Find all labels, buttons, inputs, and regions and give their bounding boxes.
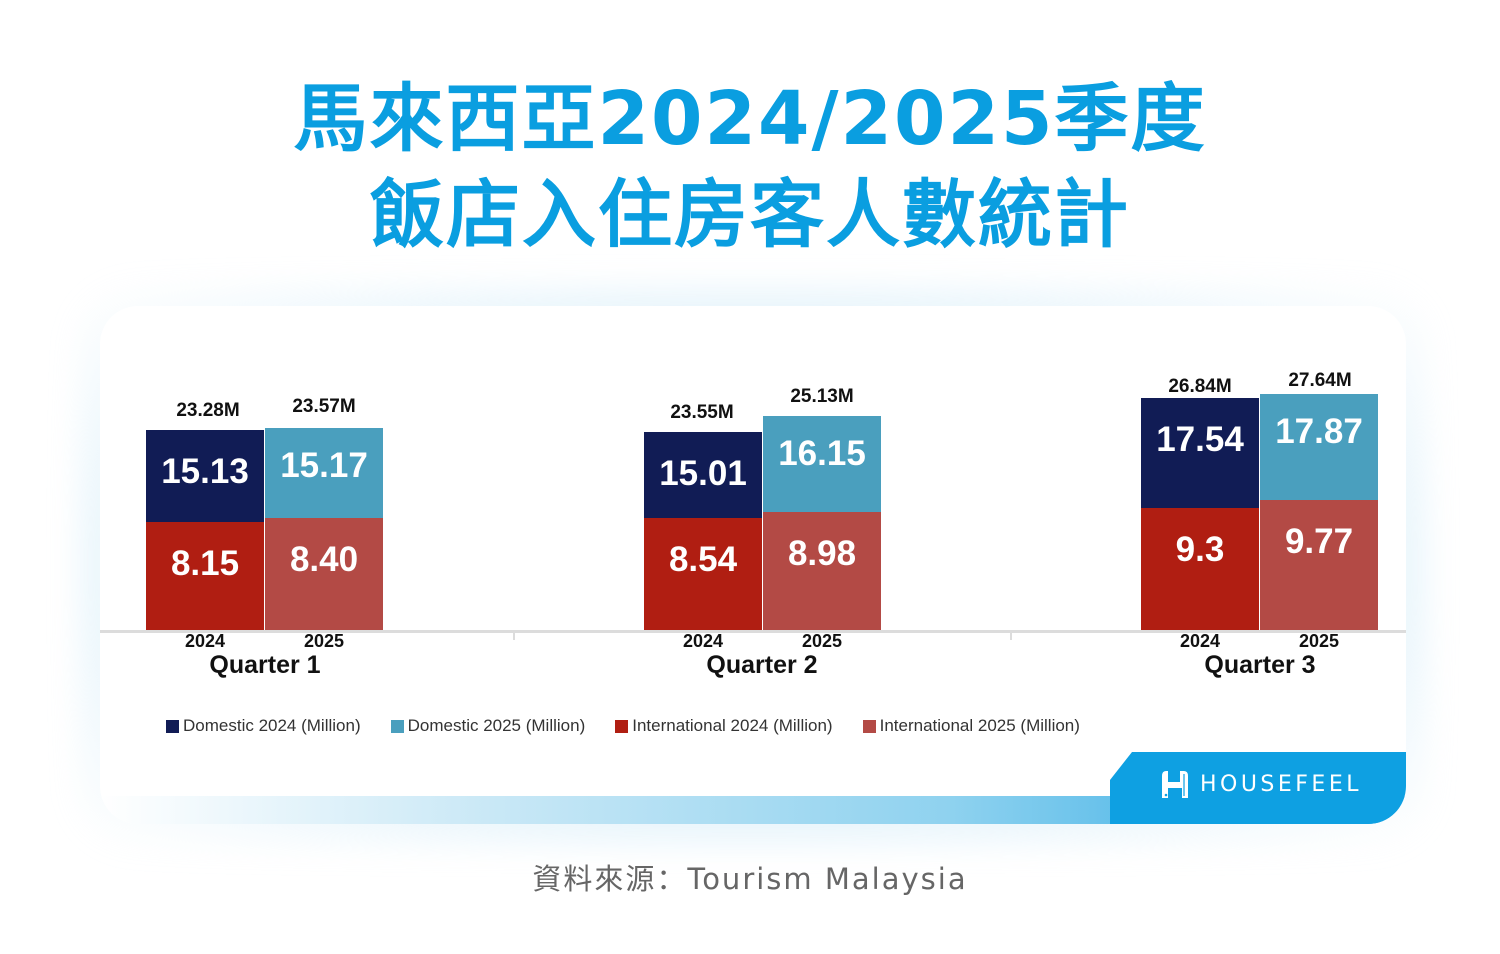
segment-international-2025: 8.40 <box>265 518 383 630</box>
quarter-label: Quarter 2 <box>706 651 818 679</box>
brand-tab <box>1110 752 1406 824</box>
legend-swatch <box>615 719 629 733</box>
brand-name: HOUSEFEEL <box>1199 771 1362 797</box>
value-label: 8.98 <box>787 534 857 573</box>
legend-item-international-2024: International 2024 (Million) <box>615 716 833 736</box>
value-label: 8.40 <box>289 540 359 579</box>
value-label: 17.54 <box>1156 420 1244 459</box>
total-label: 23.57M <box>292 396 356 417</box>
legend-label: Domestic 2025 (Million) <box>407 716 586 735</box>
year-label: 2024 <box>1179 631 1221 651</box>
chart-legend: Domestic 2024 (Million) Domestic 2025 (M… <box>166 716 1080 736</box>
segment-domestic-2025: 16.15 <box>763 416 881 512</box>
segment-domestic-2024: 15.13 <box>146 430 264 522</box>
year-label: 2024 <box>682 631 724 651</box>
total-label: 23.55M <box>670 402 734 423</box>
legend-label: Domestic 2024 (Million) <box>183 716 361 735</box>
legend-item-international-2025: International 2025 (Million) <box>862 716 1080 736</box>
page-title-line-1: 馬來西亞2024/2025季度 <box>293 76 1207 162</box>
year-label: 2025 <box>303 631 345 651</box>
value-label: 9.3 <box>1175 530 1225 569</box>
year-label: 2024 <box>184 631 226 651</box>
legend-swatch <box>166 719 179 733</box>
total-label: 25.13M <box>790 386 854 407</box>
value-label: 15.01 <box>659 454 747 493</box>
legend-item-domestic-2024: Domestic 2024 (Million) <box>166 716 361 736</box>
segment-international-2025: 9.77 <box>1260 500 1378 630</box>
value-label: 16.15 <box>778 434 866 473</box>
housefeel-logo-icon <box>1161 771 1188 798</box>
bar-q1-2025: 15.17 8.40 <box>265 428 383 630</box>
legend-swatch <box>390 719 404 733</box>
year-label: 2025 <box>1298 631 1340 651</box>
legend-label: International 2025 (Million) <box>879 716 1080 735</box>
legend-swatch <box>862 719 876 733</box>
bar-q2-2025: 16.15 8.98 <box>763 416 881 630</box>
value-label: 8.54 <box>668 540 738 579</box>
total-label: 26.84M <box>1168 376 1232 397</box>
segment-domestic-2025: 17.87 <box>1260 394 1378 500</box>
legend-label: International 2024 (Million) <box>632 716 833 735</box>
segment-international-2024: 8.54 <box>644 518 762 630</box>
value-label: 9.77 <box>1284 522 1354 561</box>
total-label: 27.64M <box>1288 370 1352 391</box>
bar-q1-2024: 15.13 8.15 <box>146 430 264 630</box>
x-axis-line <box>100 630 1406 633</box>
legend-item-domestic-2025: Domestic 2025 (Million) <box>390 716 586 736</box>
page-title-line-2: 飯店入住房客人數統計 <box>370 172 1130 258</box>
value-label: 15.13 <box>161 452 249 491</box>
segment-domestic-2025: 15.17 <box>265 428 383 518</box>
value-label: 15.17 <box>280 446 368 485</box>
segment-international-2024: 9.3 <box>1141 508 1259 630</box>
x-axis-tick <box>513 632 515 640</box>
total-label: 23.28M <box>176 400 240 421</box>
year-label: 2025 <box>801 631 843 651</box>
bar-q3-2025: 17.87 9.77 <box>1260 394 1378 630</box>
bar-q2-2024: 15.01 8.54 <box>644 432 762 630</box>
quarter-label: Quarter 3 <box>1204 651 1316 679</box>
segment-domestic-2024: 15.01 <box>644 432 762 518</box>
quarter-label: Quarter 1 <box>209 651 321 679</box>
brand-logo: HOUSEFEEL <box>1160 768 1362 800</box>
value-label: 8.15 <box>170 544 240 583</box>
x-axis-tick <box>1010 632 1012 640</box>
segment-domestic-2024: 17.54 <box>1141 398 1259 508</box>
source-caption: 資料來源：Tourism Malaysia <box>532 862 968 896</box>
chart-card: 23.28M 15.13 8.15 23.57M 15.17 8.40 2024… <box>100 306 1406 824</box>
segment-international-2024: 8.15 <box>146 522 264 630</box>
bar-q3-2024: 17.54 9.3 <box>1141 398 1259 630</box>
segment-international-2025: 8.98 <box>763 512 881 630</box>
value-label: 17.87 <box>1275 412 1363 451</box>
